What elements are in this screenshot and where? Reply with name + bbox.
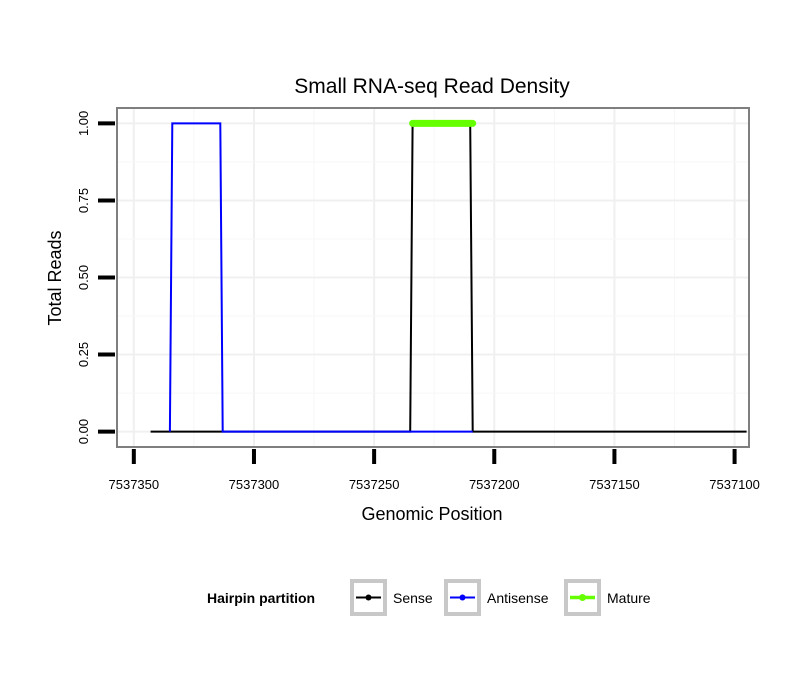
x-axis-label: Genomic Position <box>361 504 502 524</box>
y-tick-label: 0.00 <box>76 419 91 444</box>
plot-border <box>116 107 750 448</box>
legend: Hairpin partition Sense Antisense Mature <box>207 579 651 616</box>
x-tick-label: 7537100 <box>709 477 760 492</box>
legend-key-point <box>365 594 372 601</box>
grid <box>117 108 749 447</box>
x-axis-ticks: 7537350 7537300 7537250 7537200 7537150 75371… <box>109 449 760 492</box>
x-tick-label: 7537200 <box>469 477 520 492</box>
y-tick-label: 1.00 <box>76 111 91 136</box>
x-tick-label: 7537250 <box>349 477 400 492</box>
legend-title: Hairpin partition <box>207 590 315 606</box>
y-tick-label: 0.50 <box>76 265 91 290</box>
series-line-antisense <box>168 122 473 433</box>
x-tick-label: 7537150 <box>589 477 640 492</box>
y-tick-label: 0.75 <box>76 188 91 213</box>
y-axis-label: Total Reads <box>45 230 65 325</box>
legend-key-point <box>459 594 466 601</box>
legend-entry-label: Antisense <box>487 590 549 606</box>
x-tick-label: 7537300 <box>229 477 280 492</box>
chart-title: Small RNA-seq Read Density <box>294 75 570 98</box>
legend-entry-label: Mature <box>607 590 651 606</box>
plot-panel <box>116 107 750 448</box>
x-tick-label: 7537350 <box>109 477 160 492</box>
legend-key-point <box>579 594 586 601</box>
y-tick-label: 0.25 <box>76 342 91 367</box>
series-layer <box>150 119 747 433</box>
legend-entry-label: Sense <box>393 590 433 606</box>
legend-keys: Sense Antisense Mature <box>350 579 651 616</box>
y-axis-ticks: 0.00 0.25 0.50 0.75 1.00 <box>76 111 115 444</box>
